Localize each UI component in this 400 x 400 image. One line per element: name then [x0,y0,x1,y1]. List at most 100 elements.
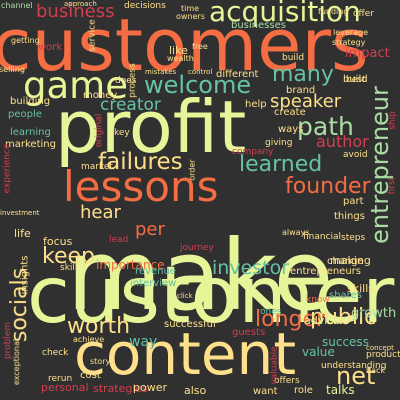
word-customers: customers [0,3,369,87]
word-entrepreneurs: entrepreneurs [289,266,361,277]
word-marketing: marketing [4,139,56,150]
word-talks: talks [325,383,355,397]
word-getting: getting [10,36,40,45]
word-free: free [192,42,208,51]
word-creator: creator [99,94,161,115]
word-does: does [114,75,136,86]
word-ways: ways [277,124,303,135]
word-time: time [181,4,200,13]
word-journey: journey [180,242,214,253]
word-successful: successful [164,319,216,330]
word-leverage: leverage [332,28,368,37]
word-personal: personal [41,380,89,394]
word-strategies: strategies [92,381,148,395]
word-game: game [22,63,128,107]
word-growth: growth [350,305,396,321]
word-many: many [272,62,334,87]
word-building: building [10,96,51,107]
word-author: author [315,132,369,151]
word-making: making [329,253,371,267]
word-profit: profit [54,85,246,169]
word-achieve: achieve [72,335,104,344]
word-avoid: avoid [342,149,368,160]
word-businesses: businesses [230,20,286,31]
word-learned: learned [238,152,322,177]
word-rerun: rerun [48,373,73,384]
word-lessons: lessons [62,162,218,211]
word-welcome: welcome [143,71,251,99]
word-brand: brand [285,85,315,96]
word-like: like [168,43,188,57]
word-giving: giving [264,137,292,148]
word-check: check [42,347,69,358]
word-acquisition: acquisition [209,0,361,28]
word-steps: steps [341,232,366,243]
word-also: also [184,383,207,397]
word-insights: insights [18,255,30,295]
word-keep: keep [41,244,95,269]
word-concept: concept [366,343,394,352]
word-offer: offer [352,8,374,19]
word-net: net [335,362,375,390]
word-service: service [87,18,98,52]
word-selling: selling [0,65,25,74]
word-public: public [310,305,377,330]
word-cost: cost [79,370,101,381]
word-shares: shares [328,290,362,301]
word-life: life [13,226,31,240]
word-guests: guests [231,327,265,338]
word-valuable: valuable [269,345,280,385]
word-ones: ones [259,306,281,317]
word-original: original [94,113,105,147]
word-longer: longer [255,307,326,332]
word-interview: interview [130,278,177,289]
word-power: power [133,380,167,394]
word-wealth: wealth [166,54,194,63]
word-approach: approach [63,0,97,8]
word-order: order [187,159,197,181]
word-hear: hear [79,202,121,223]
word-always: always [281,228,309,237]
word-decisions: decisions [124,0,166,11]
word-way: way [129,334,158,350]
word-ship: ship [387,110,398,130]
word-help: help [245,99,267,110]
word-strategy: strategy [331,38,365,47]
word-work: work [38,42,63,53]
word-products: products [365,349,400,360]
word-success: success [321,335,369,349]
word-per: per [135,219,165,240]
word-create: create [274,107,306,118]
word-entrepreneur: entrepreneur [365,86,394,244]
word-offers: offers [274,375,300,386]
word-founder: founder [285,174,371,199]
word-mistakes: mistakes [144,67,176,76]
word-lead: lead [108,234,128,245]
word-build: build [342,74,368,85]
word-company: company [231,146,273,157]
word-key: key [114,127,130,138]
word-revenue: revenue [134,266,176,277]
word-different: different [216,69,259,80]
word-part: part [342,196,364,207]
word-money: money [83,90,118,101]
word-content: content [74,320,297,388]
word-financial: financial [303,231,342,242]
word-role: role [293,385,313,396]
word-funding: funding [318,7,349,16]
word-experience: experience [2,143,13,193]
word-skills: skills [346,281,374,295]
word-people: people [8,109,42,120]
word-build: build [282,52,305,63]
word-failures: failures [97,148,183,175]
word-know: know [306,294,330,305]
word-want: want [252,386,278,397]
word-speaker: speaker [269,91,341,112]
word-worth: worth [66,314,130,339]
word-focus: focus [42,234,72,248]
word-story: story [90,357,111,366]
word-investor: investor [211,256,289,279]
word-customer: customer [26,251,394,341]
word-value: value [301,345,335,359]
word-market: market [81,161,113,172]
